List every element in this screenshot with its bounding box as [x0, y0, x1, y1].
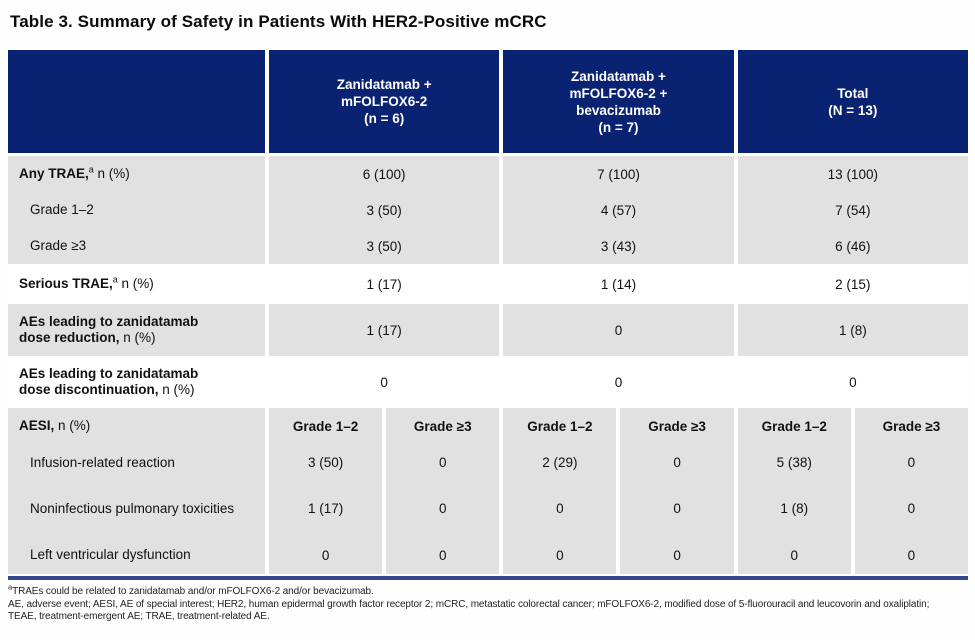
cell-npt-2: 0 [386, 481, 500, 536]
row-label-text: AEs leading to zanidatamab dose reductio… [19, 314, 199, 345]
header-col-zanidatamab-mfolfox-bevacizumab: Zanidatamab + mFOLFOX6-2 + bevacizumab (… [503, 50, 734, 156]
row-label-serious-trae: Serious TRAE,a n (%) [8, 264, 265, 304]
row-label-text: Serious TRAE,a n (%) [19, 274, 154, 291]
row-label-grade-ge3: Grade ≥3 [8, 228, 265, 264]
cell-grade3-arm2: 3 (43) [503, 228, 734, 264]
cell-irr-3: 2 (29) [503, 444, 617, 481]
cell-lvd-3: 0 [503, 536, 617, 574]
header-line: bevacizumab [576, 102, 661, 118]
cell-any-trae-arm1: 6 (100) [269, 156, 500, 192]
header-line: Zanidatamab + [571, 68, 666, 84]
cell-serious-arm1: 1 (17) [269, 264, 500, 304]
cell-npt-1: 1 (17) [269, 481, 383, 536]
row-label-text: Left ventricular dysfunction [30, 547, 191, 562]
page: Table 3. Summary of Safety in Patients W… [8, 12, 968, 624]
cell-irr-5: 5 (38) [737, 444, 851, 481]
cell-npt-4: 0 [620, 481, 734, 536]
header-line: Total [837, 85, 869, 101]
cell-grade3-total: 6 (46) [737, 228, 968, 264]
row-label-noninfectious-pulmonary-toxicities: Noninfectious pulmonary toxicities [8, 481, 265, 536]
row-label-aesi: AESI, n (%) [8, 408, 265, 444]
cell-serious-arm2: 1 (14) [503, 264, 734, 304]
cell-grade3-arm1: 3 (50) [269, 228, 500, 264]
cell-npt-5: 1 (8) [737, 481, 851, 536]
aesi-subheader-grade12-arm2: Grade 1–2 [503, 408, 617, 444]
header-col-total: Total (N = 13) [737, 50, 968, 156]
cell-discontinuation-arm1: 0 [269, 356, 500, 408]
cell-irr-2: 0 [386, 444, 500, 481]
row-label-text: Infusion-related reaction [30, 454, 175, 470]
header-line: Zanidatamab + [336, 77, 432, 92]
cell-irr-4: 0 [620, 444, 734, 481]
row-label-dose-reduction: AEs leading to zanidatamab dose reductio… [8, 304, 265, 356]
cell-lvd-6: 0 [854, 536, 968, 574]
aesi-subheader-grade12-arm1: Grade 1–2 [269, 408, 383, 444]
safety-table: Zanidatamab + mFOLFOX6-2 (n = 6) Zanidat… [8, 50, 968, 574]
footnote-superscript: a [8, 582, 13, 592]
row-label-grade-1-2: Grade 1–2 [8, 192, 265, 228]
cell-serious-total: 2 (15) [737, 264, 968, 304]
cell-lvd-2: 0 [386, 536, 500, 574]
cell-any-trae-arm2: 7 (100) [503, 156, 734, 192]
cell-irr-6: 0 [854, 444, 968, 481]
header-line: (N = 13) [828, 102, 878, 118]
table-bottom-rule [8, 576, 968, 580]
cell-lvd-1: 0 [269, 536, 383, 574]
cell-discontinuation-total: 0 [737, 356, 968, 408]
aesi-subheader-grade3-arm1: Grade ≥3 [386, 408, 500, 444]
cell-discontinuation-arm2: 0 [503, 356, 734, 408]
row-label-dose-discontinuation: AEs leading to zanidatamab dose disconti… [8, 356, 265, 408]
cell-reduction-arm1: 1 (17) [269, 304, 500, 356]
header-empty-cell [8, 50, 265, 156]
footnote-abbreviations: AE, adverse event; AESI, AE of special i… [8, 598, 930, 623]
row-label-text: AEs leading to zanidatamab dose disconti… [19, 366, 199, 397]
aesi-subheader-grade3-total: Grade ≥3 [854, 408, 968, 444]
cell-reduction-total: 1 (8) [737, 304, 968, 356]
row-label-infusion-related-reaction: Infusion-related reaction [8, 444, 265, 481]
cell-reduction-arm2: 0 [503, 304, 734, 356]
row-label-text: Noninfectious pulmonary toxicities [30, 500, 235, 516]
row-label-text: Grade ≥3 [30, 238, 87, 253]
cell-irr-1: 3 (50) [269, 444, 383, 481]
header-line: (n = 6) [364, 111, 405, 126]
row-label-any-trae: Any TRAE,a n (%) [8, 156, 265, 192]
cell-npt-3: 0 [503, 481, 617, 536]
cell-grade12-total: 7 (54) [737, 192, 968, 228]
footnote-trae: aTRAEs could be related to zanidatamab a… [8, 582, 374, 597]
aesi-subheader-grade12-total: Grade 1–2 [737, 408, 851, 444]
aesi-subheader-grade3-arm2: Grade ≥3 [620, 408, 734, 444]
cell-lvd-4: 0 [620, 536, 734, 574]
table-title: Table 3. Summary of Safety in Patients W… [10, 12, 547, 31]
cell-grade12-arm2: 4 (57) [503, 192, 734, 228]
cell-lvd-5: 0 [737, 536, 851, 574]
header-line: (n = 7) [598, 119, 639, 135]
header-line: mFOLFOX6-2 [341, 94, 428, 109]
row-label-text: Grade 1–2 [30, 202, 94, 217]
cell-any-trae-total: 13 (100) [737, 156, 968, 192]
footnotes: aTRAEs could be related to zanidatamab a… [8, 582, 960, 624]
row-label-left-ventricular-dysfunction: Left ventricular dysfunction [8, 536, 265, 574]
header-line: mFOLFOX6-2 + [569, 85, 668, 101]
cell-npt-6: 0 [854, 481, 968, 536]
row-label-text: AESI, n (%) [19, 418, 91, 433]
header-col-zanidatamab-mfolfox: Zanidatamab + mFOLFOX6-2 (n = 6) [269, 50, 500, 156]
row-label-text: Any TRAE,a n (%) [19, 164, 130, 181]
cell-grade12-arm1: 3 (50) [269, 192, 500, 228]
